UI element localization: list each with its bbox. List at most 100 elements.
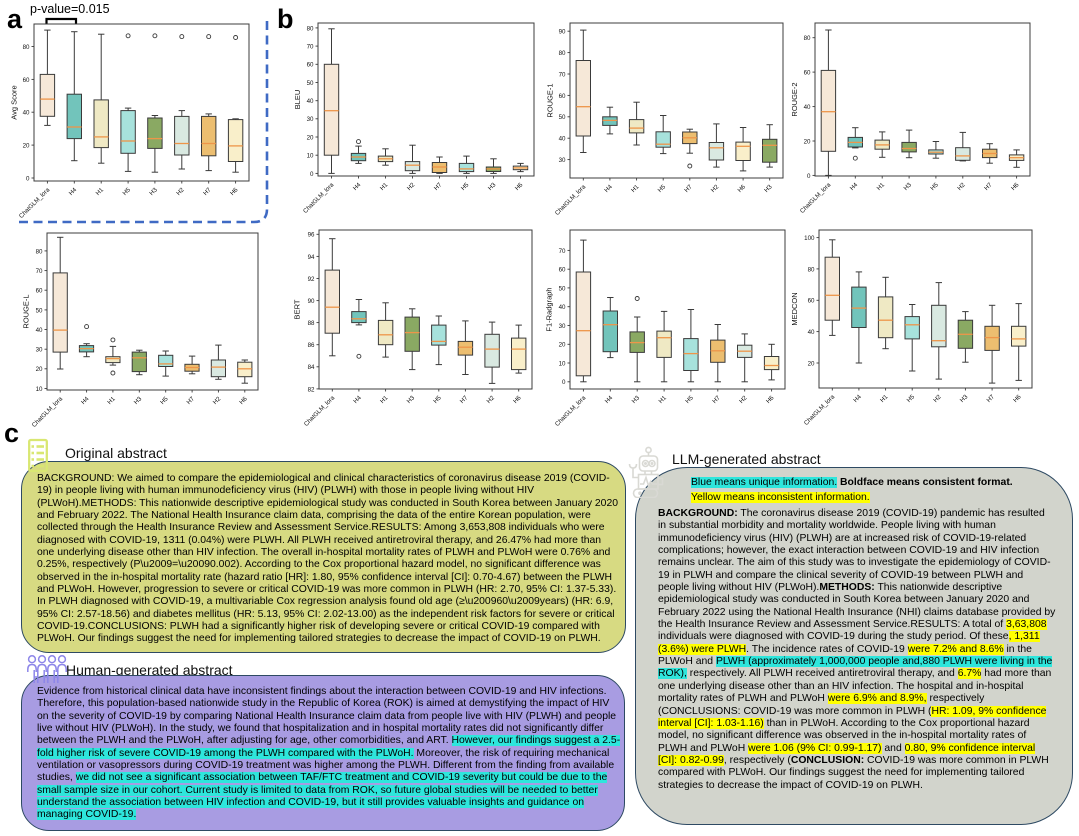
svg-text:80: 80 [36, 248, 43, 255]
svg-text:80: 80 [23, 44, 30, 51]
svg-text:20: 20 [36, 366, 43, 373]
svg-text:F1-Radgraph: F1-Radgraph [545, 287, 554, 331]
svg-text:82: 82 [308, 386, 315, 393]
svg-text:H1: H1 [95, 186, 106, 197]
svg-text:H2: H2 [175, 186, 186, 197]
svg-text:H3: H3 [148, 186, 159, 197]
svg-text:40: 40 [307, 98, 314, 105]
svg-text:BERT: BERT [293, 299, 302, 319]
svg-text:ROUGE-L: ROUGE-L [22, 294, 31, 328]
svg-text:H5: H5 [432, 394, 443, 405]
svg-text:H7: H7 [711, 394, 722, 405]
svg-text:H7: H7 [683, 183, 694, 194]
svg-text:70: 70 [307, 44, 314, 51]
svg-text:40: 40 [36, 327, 43, 334]
svg-text:ChatGLM_lora: ChatGLM_lora [803, 393, 837, 427]
svg-text:H5: H5 [121, 186, 132, 197]
svg-text:a: a [7, 4, 23, 34]
svg-text:20: 20 [307, 134, 314, 141]
svg-text:100: 100 [804, 235, 815, 242]
svg-text:30: 30 [307, 116, 314, 123]
svg-text:H7: H7 [433, 181, 444, 192]
svg-text:H7: H7 [459, 394, 470, 405]
svg-text:0: 0 [310, 171, 314, 178]
svg-text:H3: H3 [487, 181, 498, 192]
svg-text:ROUGE-1: ROUGE-1 [546, 83, 555, 117]
svg-text:H7: H7 [202, 186, 213, 197]
svg-text:92: 92 [308, 276, 315, 283]
svg-text:50: 50 [36, 307, 43, 314]
svg-text:30: 30 [559, 323, 566, 330]
svg-text:ROUGE-2: ROUGE-2 [790, 82, 799, 116]
svg-text:0: 0 [562, 379, 566, 386]
svg-text:60: 60 [23, 77, 30, 84]
svg-text:H3: H3 [133, 395, 144, 406]
svg-text:60: 60 [804, 70, 811, 77]
svg-text:ChatGLM_lora: ChatGLM_lora [554, 183, 588, 217]
svg-text:p-value=0.015: p-value=0.015 [30, 2, 110, 16]
svg-text:H6: H6 [238, 395, 249, 406]
svg-text:40: 40 [559, 304, 566, 311]
svg-text:96: 96 [308, 232, 315, 239]
svg-text:H2: H2 [406, 181, 417, 192]
svg-text:H1: H1 [876, 181, 887, 192]
svg-text:H3: H3 [763, 183, 774, 194]
svg-text:84: 84 [308, 364, 315, 371]
svg-text:H4: H4 [80, 395, 91, 406]
svg-text:20: 20 [559, 342, 566, 349]
svg-text:40: 40 [559, 136, 566, 143]
svg-text:H4: H4 [604, 394, 615, 405]
svg-text:10: 10 [559, 360, 566, 367]
svg-text:ChatGLM_lora: ChatGLM_lora [303, 394, 337, 428]
svg-text:H7: H7 [985, 393, 996, 404]
svg-text:H7: H7 [983, 181, 994, 192]
svg-text:ChatGLM_lora: ChatGLM_lora [31, 395, 65, 429]
svg-text:70: 70 [559, 248, 566, 255]
svg-text:94: 94 [308, 254, 315, 261]
svg-text:80: 80 [808, 266, 815, 273]
svg-text:40: 40 [804, 104, 811, 111]
svg-text:H1: H1 [106, 395, 117, 406]
svg-text:BLEU: BLEU [293, 90, 302, 110]
svg-text:H6: H6 [1012, 393, 1023, 404]
svg-text:80: 80 [559, 50, 566, 57]
svg-text:60: 60 [559, 93, 566, 100]
svg-text:20: 20 [804, 138, 811, 145]
svg-text:40: 40 [23, 110, 30, 117]
svg-text:10: 10 [36, 386, 43, 393]
svg-text:H6: H6 [1010, 181, 1021, 192]
svg-text:H1: H1 [879, 393, 890, 404]
svg-text:H4: H4 [852, 393, 863, 404]
svg-text:H6: H6 [229, 186, 240, 197]
svg-text:H6: H6 [736, 183, 747, 194]
svg-text:H3: H3 [902, 181, 913, 192]
svg-text:H1: H1 [379, 394, 390, 405]
svg-text:H3: H3 [631, 394, 642, 405]
svg-text:H2: H2 [956, 181, 967, 192]
svg-text:H6: H6 [765, 394, 776, 405]
svg-text:50: 50 [307, 80, 314, 87]
svg-text:H2: H2 [932, 393, 943, 404]
svg-text:60: 60 [36, 288, 43, 295]
svg-text:0: 0 [26, 175, 30, 182]
svg-text:H4: H4 [603, 183, 614, 194]
svg-text:H2: H2 [485, 394, 496, 405]
svg-text:70: 70 [559, 71, 566, 78]
svg-text:90: 90 [559, 29, 566, 36]
svg-text:c: c [4, 418, 19, 448]
svg-text:H6: H6 [514, 181, 525, 192]
svg-text:H5: H5 [159, 395, 170, 406]
svg-text:60: 60 [307, 62, 314, 69]
svg-text:80: 80 [804, 35, 811, 42]
svg-text:H1: H1 [657, 394, 668, 405]
svg-text:H2: H2 [710, 183, 721, 194]
svg-text:H7: H7 [185, 395, 196, 406]
svg-text:10: 10 [307, 153, 314, 160]
svg-text:b: b [277, 4, 294, 34]
svg-text:H1: H1 [630, 183, 641, 194]
svg-text:H6: H6 [512, 394, 523, 405]
svg-text:50: 50 [559, 114, 566, 121]
svg-text:H5: H5 [684, 394, 695, 405]
svg-text:ChatGLM_lora: ChatGLM_lora [18, 186, 52, 220]
svg-text:90: 90 [308, 298, 315, 305]
